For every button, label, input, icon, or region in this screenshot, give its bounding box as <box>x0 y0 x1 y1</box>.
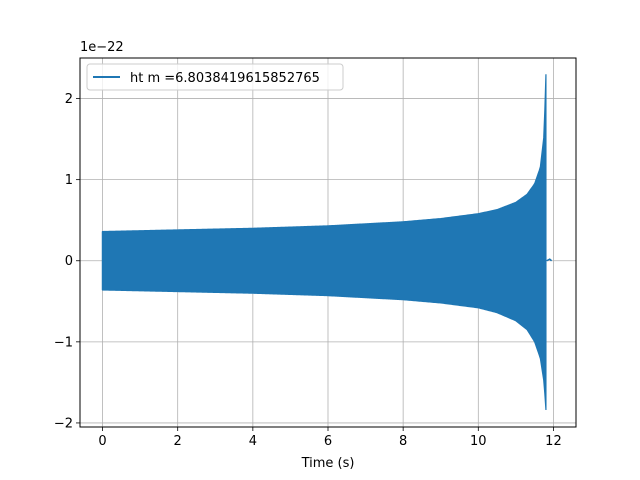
y-tick-label: −1 <box>54 335 73 350</box>
series-ht <box>101 74 553 411</box>
y-tick-label: 2 <box>65 92 73 107</box>
y-tick-label: 1 <box>65 173 73 188</box>
x-tick-label: 8 <box>399 434 407 449</box>
legend-entry: ht m =6.8038419615852765 <box>130 71 320 86</box>
x-tick-label: 0 <box>98 434 106 449</box>
y-tick-label: 0 <box>65 254 73 269</box>
x-tick-label: 4 <box>249 434 257 449</box>
x-tick-label: 6 <box>324 434 332 449</box>
series-envelope <box>101 74 547 411</box>
y-offset-label: 1e−22 <box>80 40 124 55</box>
x-tick-label: 12 <box>545 434 562 449</box>
x-axis-label: Time (s) <box>301 456 355 471</box>
series-ringdown <box>546 258 553 262</box>
x-tick-label: 10 <box>470 434 487 449</box>
y-axis: −2 −1 0 1 2 <box>54 92 80 431</box>
y-tick-label: −2 <box>54 416 73 431</box>
x-axis: 0 2 4 6 8 10 12 <box>98 427 562 449</box>
legend-box <box>86 63 344 91</box>
legend: ht m =6.8038419615852765 <box>86 63 344 91</box>
x-tick-label: 2 <box>174 434 182 449</box>
